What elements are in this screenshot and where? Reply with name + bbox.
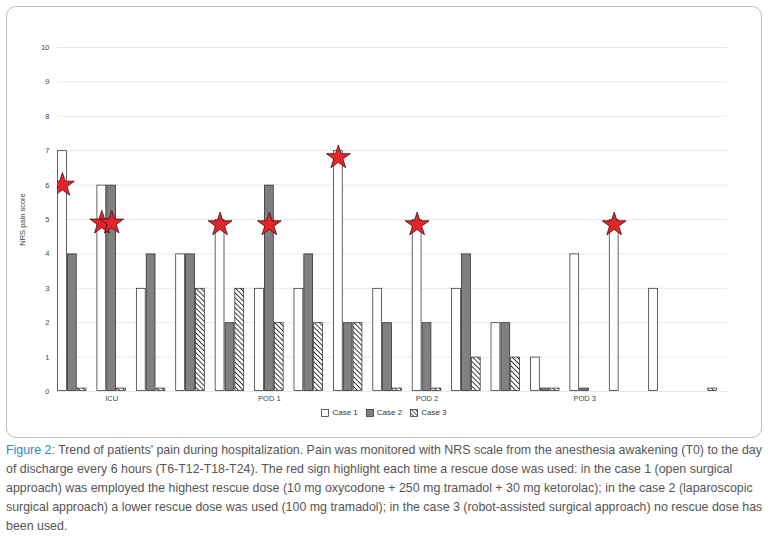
svg-text:2: 2 [45, 318, 49, 327]
svg-text:NRS pain score: NRS pain score [18, 193, 27, 246]
svg-text:7: 7 [45, 146, 49, 155]
svg-text:POD 2: POD 2 [416, 394, 439, 403]
svg-text:10: 10 [41, 43, 49, 52]
svg-text:0: 0 [45, 387, 49, 396]
svg-text:4: 4 [45, 249, 49, 258]
svg-text:POD 3: POD 3 [573, 394, 596, 403]
html-text:Case 2: Case 2 [376, 408, 403, 417]
svg-text:ICU: ICU [105, 394, 118, 403]
html-text:Figure 2: Trend of patients' p: Figure 2: Trend of patients' pain during… [6, 443, 763, 533]
html-text:Case 1: Case 1 [332, 408, 358, 417]
svg-text:9: 9 [45, 77, 49, 86]
html-text:Case 3: Case 3 [421, 408, 447, 417]
svg-text:5: 5 [45, 215, 49, 224]
svg-text:POD 1: POD 1 [258, 394, 281, 403]
svg-text:8: 8 [45, 112, 49, 121]
svg-text:3: 3 [45, 284, 49, 293]
svg-text:1: 1 [45, 353, 49, 362]
svg-text:6: 6 [45, 181, 49, 190]
